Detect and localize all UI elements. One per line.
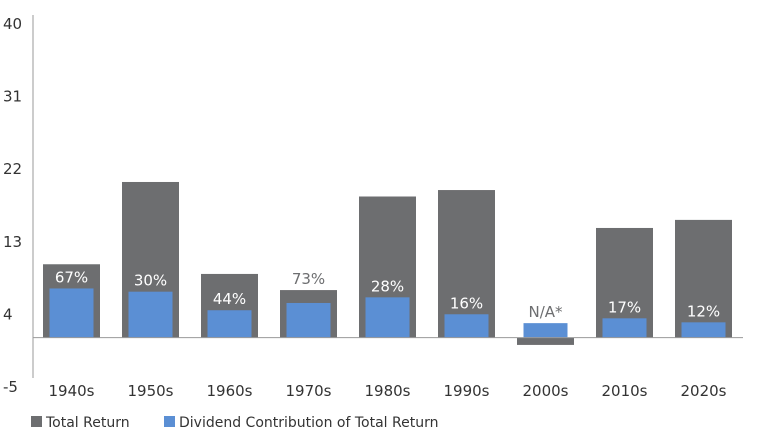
total-return-bar [675,219,732,338]
x-tick-label: 1940s [49,382,95,400]
dividend-bar [523,323,568,338]
legend-swatch-dividend [164,416,175,427]
y-tick-label: -5 [3,378,18,396]
x-tick-label: 1950s [128,382,174,400]
dividend-bar [602,318,647,338]
legend-label-total-return: Total Return [45,415,130,431]
data-label: 44% [213,290,246,308]
dividend-bar [681,322,726,338]
y-tick-label: 22 [3,160,22,178]
data-label: 28% [371,277,404,295]
y-tick-label: 31 [3,88,22,106]
x-tick-label: 2020s [681,382,727,400]
total-return-bar [517,337,574,345]
dividend-bar [444,314,489,338]
x-tick-label: 1970s [286,382,332,400]
x-tick-label: 1960s [207,382,253,400]
data-label: 16% [450,294,483,312]
dividend-bar [207,310,252,338]
y-tick-label: 40 [3,15,22,33]
dividend-bar [365,297,410,338]
x-tick-label: 2000s [523,382,569,400]
y-tick-label: 13 [3,233,22,251]
dividend-bar [128,291,173,338]
data-label: 12% [687,302,720,320]
data-label: 67% [55,268,88,286]
x-tick-label: 1990s [444,382,490,400]
data-label: 73% [292,270,325,288]
dividend-bar [49,288,94,338]
data-label: 30% [134,272,167,290]
total-return-bar [438,190,495,338]
data-label: N/A* [528,303,563,321]
x-tick-label: 1980s [365,382,411,400]
legend-label-dividend: Dividend Contribution of Total Return [179,415,438,431]
y-tick-label: 4 [3,305,13,323]
x-tick-label: 2010s [602,382,648,400]
data-label: 17% [608,298,641,316]
dividend-bar [286,302,331,338]
legend-swatch-total-return [31,416,42,427]
